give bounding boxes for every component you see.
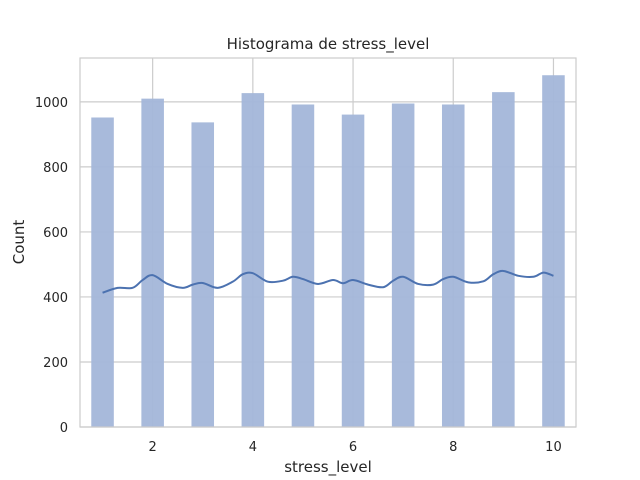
x-tick-label: 8 bbox=[449, 440, 457, 455]
histogram-bar bbox=[291, 104, 315, 427]
histogram-bar bbox=[241, 93, 265, 428]
histogram-bar bbox=[141, 98, 164, 427]
axis-ticks: 2 4 6 8 10 0 200 400 600 800 1000 bbox=[35, 96, 562, 455]
kde-curve bbox=[102, 269, 554, 294]
x-tick-label: 2 bbox=[149, 440, 157, 455]
plot-frame bbox=[79, 57, 577, 428]
histogram-bar bbox=[191, 122, 215, 428]
x-tick-label: 6 bbox=[349, 440, 357, 455]
chart-title: Histograma de stress_level bbox=[227, 35, 430, 54]
y-axis-label: Count bbox=[10, 220, 28, 265]
x-tick-label: 4 bbox=[249, 440, 257, 455]
x-axis-label: stress_level bbox=[284, 458, 372, 477]
kde-curve-layer bbox=[102, 269, 554, 294]
histogram-bar bbox=[441, 104, 465, 427]
histogram-bar bbox=[91, 117, 114, 428]
y-tick-label: 0 bbox=[60, 421, 68, 436]
y-tick-label: 400 bbox=[43, 291, 68, 306]
x-tick-label: 10 bbox=[545, 440, 562, 455]
histogram-bar bbox=[391, 103, 415, 428]
y-tick-label: 800 bbox=[43, 161, 68, 176]
histogram-bar bbox=[341, 114, 365, 428]
histogram-bar bbox=[542, 75, 565, 427]
histogram-bar bbox=[492, 92, 515, 427]
y-tick-label: 600 bbox=[43, 226, 68, 241]
y-tick-label: 200 bbox=[43, 356, 68, 371]
y-tick-label: 1000 bbox=[35, 96, 68, 111]
histogram-bars bbox=[91, 75, 565, 428]
